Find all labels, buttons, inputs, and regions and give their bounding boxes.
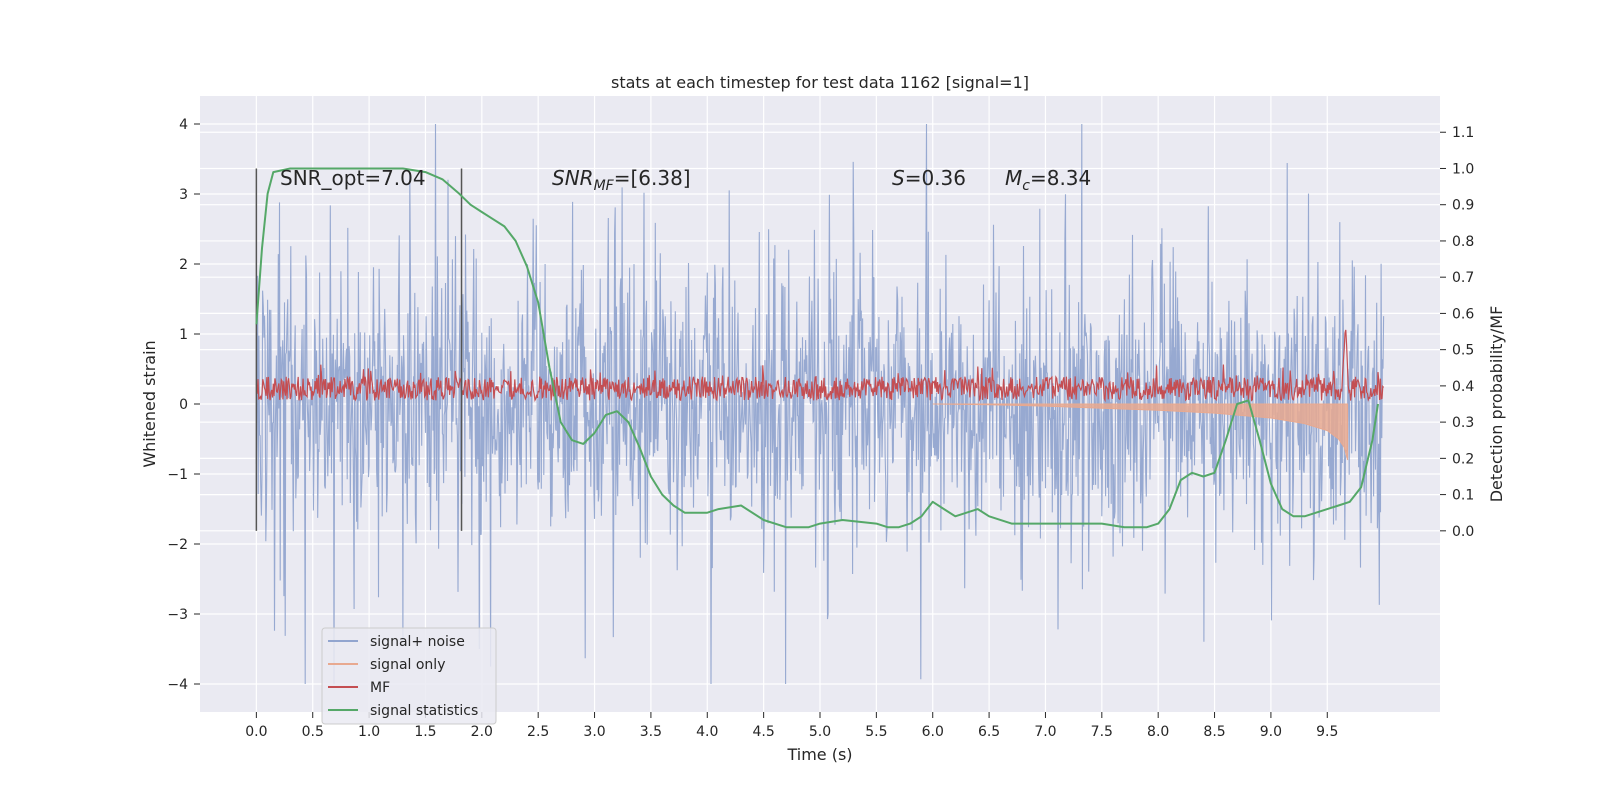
y-tick-label: −2 [167,537,188,553]
y-axis-label: Whitened strain [140,340,159,467]
s-annotation: S=0.36 [892,166,966,190]
snr-mf-annotation: SNRMF=[6.38] [552,166,691,194]
chart-title: stats at each timestep for test data 116… [611,73,1029,92]
snr-mf-value: =[6.38] [614,166,691,190]
legend-box [321,627,497,725]
y-tick-label: −4 [167,677,188,693]
y-right-tick-label: 0.9 [1452,198,1474,214]
legend: signal+ noise signal only MF signal stat… [321,627,497,725]
x-tick-label: 1.5 [414,724,436,740]
snr-mf-prefix: SNR [552,166,594,190]
y-tick-label: 4 [179,117,188,133]
snr-mf-subscript: MF [594,178,615,194]
x-tick-label: 5.5 [865,724,887,740]
y-right-tick-label: 0.8 [1452,234,1474,250]
mc-annotation: Mc=8.34 [1005,166,1091,194]
y-right-tick-label: 0.0 [1452,524,1474,540]
x-tick-label: 7.0 [1034,724,1056,740]
x-tick-label: 8.0 [1147,724,1169,740]
x-tick-label: 9.0 [1260,724,1282,740]
x-tick-label: 5.0 [809,724,831,740]
mc-symbol: M [1005,166,1022,190]
y-axis-ticks: 4 3 2 1 0 −1 −2 −3 −4 [167,117,200,693]
x-tick-label: 0.5 [302,724,324,740]
x-tick-label: 0.0 [245,724,267,740]
y-right-tick-label: 0.3 [1452,415,1474,431]
y-right-tick-label: 0.2 [1452,451,1474,467]
y-right-tick-label: 0.6 [1452,306,1474,322]
signal-only-series [932,403,1349,461]
s-symbol: S [892,166,905,190]
x-tick-label: 4.5 [753,724,775,740]
x-axis-ticks: 0.0 0.5 1.0 1.5 2.0 2.5 3.0 3.5 4.0 4.5 5.0 5.5 6.0 6… [245,712,1338,740]
signal-only-fill [932,403,1349,461]
y-tick-label: 0 [179,397,188,413]
x-tick-label: 2.0 [471,724,493,740]
y-right-tick-label: 0.5 [1452,343,1474,359]
signal-statistics-line [255,167,1379,529]
y-right-tick-label: 0.7 [1452,270,1474,286]
legend-label-signal-statistics: signal statistics [370,703,478,719]
x-tick-label: 6.0 [922,724,944,740]
x-axis-label: Time (s) [786,745,852,764]
mf-line [255,329,1385,403]
y-right-axis-ticks: 1.1 1.0 0.9 0.8 0.7 0.6 0.5 0.4 0.3 0.2 0.1 0.0 [1440,125,1474,540]
x-tick-label: 4.0 [696,724,718,740]
mc-value: =8.34 [1030,166,1091,190]
legend-label-signal-noise: signal+ noise [370,634,465,650]
legend-label-mf: MF [370,680,390,696]
mf-series [255,329,1385,403]
y-right-tick-label: 0.4 [1452,379,1474,395]
snr-opt-annotation: SNR_opt=7.04 [280,166,426,190]
y-right-tick-label: 1.1 [1452,125,1474,141]
legend-label-signal-only: signal only [370,657,445,673]
y-right-tick-label: 1.0 [1452,161,1474,177]
x-tick-label: 2.5 [527,724,549,740]
vertical-markers [255,168,463,531]
signal-statistics-series [255,167,1379,529]
s-value: =0.36 [905,166,966,190]
y-tick-label: 2 [179,257,188,273]
y-tick-label: 1 [179,327,188,343]
x-tick-label: 9.5 [1316,724,1338,740]
y-right-tick-label: 0.1 [1452,488,1474,504]
mc-subscript: c [1022,178,1030,194]
x-tick-label: 3.0 [583,724,605,740]
y-tick-label: 3 [179,187,188,203]
x-tick-label: 3.5 [640,724,662,740]
y-tick-label: −3 [167,607,188,623]
x-tick-label: 6.5 [978,724,1000,740]
y-right-axis-label: Detection probability/MF [1487,306,1506,503]
x-tick-label: 8.5 [1203,724,1225,740]
x-tick-label: 7.5 [1091,724,1113,740]
y-tick-label: −1 [167,467,188,483]
x-tick-label: 1.0 [358,724,380,740]
